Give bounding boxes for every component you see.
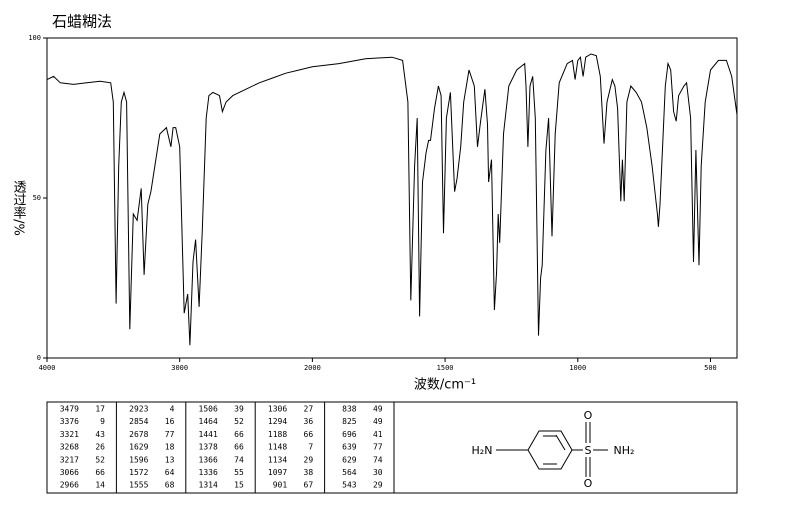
peak-wavenumber: 1306	[268, 405, 287, 414]
peak-wavenumber: 1134	[268, 455, 287, 464]
peak-transmittance: 17	[95, 405, 105, 414]
peak-wavenumber: 1506	[199, 405, 218, 414]
x-tick-label: 500	[704, 364, 717, 372]
peak-wavenumber: 3376	[60, 417, 79, 426]
structure-bonds	[496, 422, 608, 477]
peak-wavenumber: 838	[342, 405, 357, 414]
peak-wavenumber: 2966	[60, 481, 79, 490]
peak-transmittance: 9	[100, 417, 105, 426]
y-tick-label: 0	[37, 354, 41, 362]
peak-wavenumber: 639	[342, 443, 357, 452]
chart-title: 石蜡糊法	[52, 13, 112, 31]
x-tick-label: 4000	[39, 364, 56, 372]
peak-wavenumber: 1294	[268, 417, 287, 426]
peak-transmittance: 4	[170, 405, 175, 414]
peak-wavenumber: 1336	[199, 468, 218, 477]
peak-transmittance: 43	[95, 430, 105, 439]
spectrum-line	[46, 53, 738, 346]
peak-wavenumber: 543	[342, 481, 357, 490]
peak-transmittance: 77	[165, 430, 175, 439]
peak-wavenumber: 3268	[60, 443, 79, 452]
y-tick-label: 100	[28, 34, 41, 42]
peak-transmittance: 68	[165, 481, 175, 490]
peak-wavenumber: 3217	[60, 455, 79, 464]
atom-label: H₂N	[472, 444, 493, 457]
peak-wavenumber: 3479	[60, 405, 79, 414]
peak-wavenumber: 564	[342, 468, 357, 477]
peak-wavenumber: 2678	[129, 430, 148, 439]
peak-transmittance: 29	[373, 481, 383, 490]
peak-wavenumber: 2854	[129, 417, 148, 426]
peak-transmittance: 41	[373, 430, 383, 439]
x-tick-label: 1500	[437, 364, 454, 372]
peak-wavenumber: 3321	[60, 430, 79, 439]
atom-label: O	[584, 409, 593, 422]
peak-transmittance: 7	[308, 443, 313, 452]
table-frame	[46, 401, 738, 494]
peak-transmittance: 66	[234, 443, 244, 452]
x-tick-label: 3000	[171, 364, 188, 372]
peak-wavenumber: 1378	[199, 443, 218, 452]
peak-transmittance: 49	[373, 417, 383, 426]
x-tick-label: 1000	[569, 364, 586, 372]
peak-transmittance: 36	[304, 417, 314, 426]
peak-transmittance: 14	[95, 481, 105, 490]
atom-label: NH₂	[614, 444, 635, 457]
peak-wavenumber: 696	[342, 430, 357, 439]
peak-wavenumber: 1555	[129, 481, 148, 490]
peak-wavenumber: 1097	[268, 468, 287, 477]
x-axis-label: 波数/cm⁻¹	[414, 378, 476, 393]
peak-transmittance: 39	[234, 405, 244, 414]
peak-wavenumber: 1148	[268, 443, 287, 452]
peak-wavenumber: 1464	[199, 417, 218, 426]
peak-transmittance: 30	[373, 468, 383, 477]
peak-wavenumber: 1314	[199, 481, 218, 490]
peak-transmittance: 64	[165, 468, 175, 477]
peak-wavenumber: 1188	[268, 430, 287, 439]
peak-transmittance: 74	[234, 455, 244, 464]
peak-transmittance: 52	[234, 417, 244, 426]
peak-transmittance: 67	[304, 481, 314, 490]
peak-wavenumber: 1596	[129, 455, 148, 464]
peak-transmittance: 74	[373, 455, 383, 464]
peak-transmittance: 77	[373, 443, 383, 452]
y-tick-label: 50	[33, 194, 41, 202]
peak-transmittance: 66	[304, 430, 314, 439]
peak-transmittance: 15	[234, 481, 244, 490]
peak-transmittance: 66	[234, 430, 244, 439]
peak-wavenumber: 1441	[199, 430, 218, 439]
peak-transmittance: 18	[165, 443, 175, 452]
x-tick-label: 2000	[304, 364, 321, 372]
peak-transmittance: 52	[95, 455, 105, 464]
peak-transmittance: 55	[234, 468, 244, 477]
peak-transmittance: 16	[165, 417, 175, 426]
structure-labels: H₂N S O O NH₂	[472, 409, 635, 490]
atom-label: O	[584, 477, 593, 490]
peak-transmittance: 38	[304, 468, 314, 477]
peak-wavenumber: 1366	[199, 455, 218, 464]
peak-transmittance: 66	[95, 468, 105, 477]
peak-transmittance: 49	[373, 405, 383, 414]
peak-wavenumber: 3066	[60, 468, 79, 477]
plot-frame	[46, 37, 738, 359]
table-dividers	[115, 402, 395, 493]
y-axis-label: 透过率/%	[11, 180, 27, 236]
peak-wavenumber: 2923	[129, 405, 148, 414]
peak-transmittance: 27	[304, 405, 314, 414]
peak-transmittance: 26	[95, 443, 105, 452]
peak-wavenumber: 629	[342, 455, 357, 464]
peak-transmittance: 13	[165, 455, 175, 464]
peak-wavenumber: 825	[342, 417, 357, 426]
peak-transmittance: 29	[304, 455, 314, 464]
atom-label: S	[585, 444, 592, 457]
peak-wavenumber: 1629	[129, 443, 148, 452]
peak-wavenumber: 901	[273, 481, 288, 490]
peak-wavenumber: 1572	[129, 468, 148, 477]
